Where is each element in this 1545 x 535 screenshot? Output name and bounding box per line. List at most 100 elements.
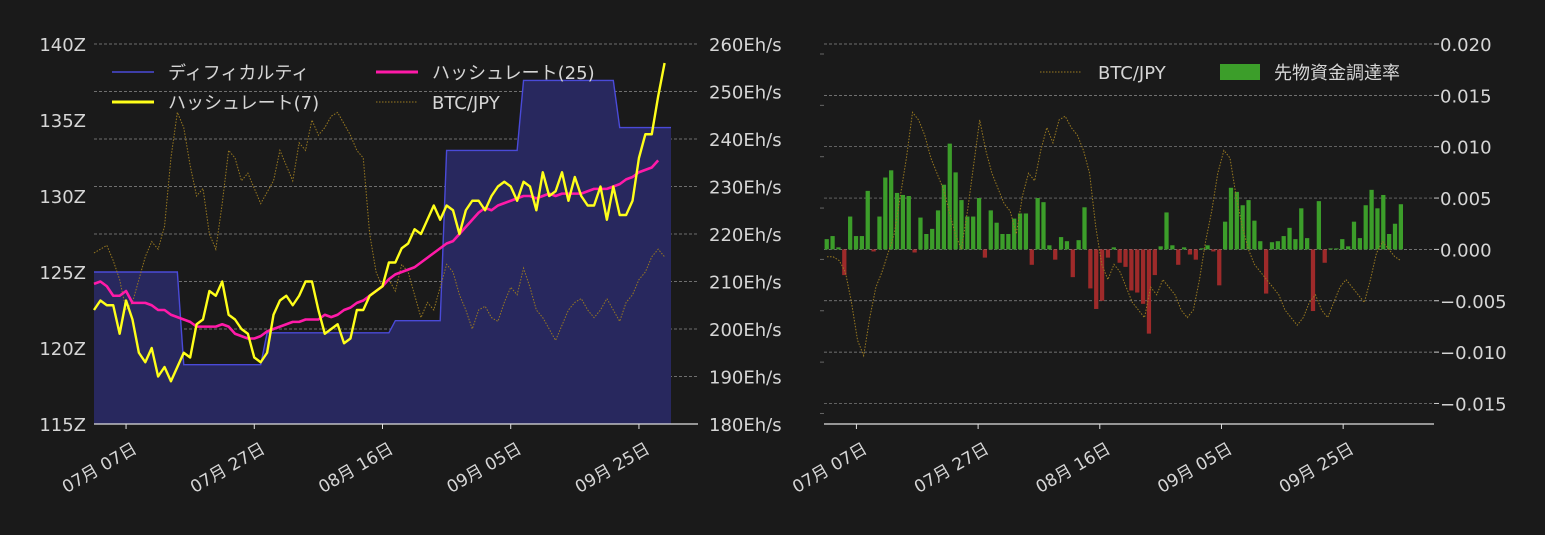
funding-rate-bar (1228, 187, 1234, 250)
funding-rate-bar (1193, 249, 1198, 260)
funding-rate-bar (1105, 249, 1111, 258)
funding-rate-bar (1322, 249, 1327, 263)
funding-rate-bar (894, 192, 900, 250)
funding-rate-bar (848, 216, 853, 250)
funding-rate-bar (1387, 234, 1392, 250)
y-right-tick-label: 200Eh/s (709, 320, 782, 341)
funding-rate-bar (930, 228, 935, 250)
legend-label: ハッシュレート(25) (432, 63, 595, 84)
legend: BTC/JPY 先物資金調達率 (1040, 63, 1400, 84)
funding-rate-bar (1064, 241, 1070, 250)
funding-rate-bar (1053, 249, 1058, 260)
y-right-tick-label: 180Eh/s (709, 415, 782, 436)
funding-rate-bar (1222, 221, 1228, 250)
funding-rate-bar (1012, 218, 1017, 250)
funding-rate-bar (1346, 246, 1351, 250)
funding-rate-bar (1340, 239, 1345, 250)
funding-rate-bar (1351, 221, 1357, 250)
funding-rate-bar (1099, 249, 1105, 301)
legend: ディフィカルティ ハッシュレート(25) ハッシュレート(7) BTC/JPY (112, 63, 595, 114)
funding-rate-bar (1316, 201, 1321, 250)
funding-rate-bar (1017, 213, 1023, 250)
y-right-tick-label: 0.005 (1440, 189, 1492, 210)
funding-rate-bar (941, 184, 947, 250)
funding-rate-bar (1047, 245, 1052, 250)
funding-rate-bar (1140, 249, 1146, 304)
funding-rate-bar (1281, 236, 1286, 250)
funding-rate-bar (947, 143, 952, 250)
y-left-tick-label: 120Z (39, 339, 86, 360)
y-right-tick-label: −0.010 (1440, 343, 1507, 364)
funding-rate-bar (971, 216, 976, 250)
funding-rate-bar (824, 239, 829, 250)
funding-rate-bar (1211, 249, 1216, 252)
funding-rate-bar (1164, 212, 1169, 250)
funding-rate-bar (830, 236, 835, 250)
difficulty-area (94, 80, 671, 424)
funding-rate-bar (1217, 249, 1222, 286)
btc-jpy-line (827, 111, 1402, 358)
funding-rate-bar (1070, 249, 1075, 278)
funding-rate-bar (1398, 204, 1403, 250)
funding-rate-bar (859, 236, 865, 250)
funding-rate-bar (1082, 207, 1087, 250)
funding-rate-bar (1381, 194, 1386, 250)
funding-rate-bar (1375, 208, 1380, 250)
funding-rate-bar (1234, 191, 1239, 250)
funding-rate-bar (1299, 208, 1304, 250)
y-left-tick-label: 140Z (39, 35, 86, 56)
funding-rate-bar (1123, 249, 1128, 267)
funding-rate-bar (994, 222, 999, 250)
y-right-tick-label: 0.010 (1440, 138, 1492, 159)
funding-rate-bar (1269, 242, 1275, 250)
funding-rate-bar (1094, 249, 1099, 309)
funding-rate-bar (1088, 249, 1093, 289)
funding-rate-bar (1170, 245, 1175, 250)
y-right-tick-label: 190Eh/s (709, 368, 782, 389)
y-right-tick-label: −0.005 (1440, 292, 1507, 313)
funding-rate-bar (988, 210, 993, 250)
y-left-tick-label: 125Z (39, 263, 86, 284)
funding-rate-bar (924, 234, 929, 250)
legend-label: ハッシュレート(7) (168, 93, 319, 114)
funding-rate-bar (1023, 213, 1029, 250)
y-right-tick-label: 220Eh/s (709, 225, 782, 246)
funding-rate-bar (1058, 237, 1064, 250)
y-right-tick-label: 230Eh/s (709, 178, 782, 199)
funding-rate-bar (1176, 249, 1181, 265)
funding-rate-bar (906, 196, 911, 250)
funding-rate-bar (900, 194, 906, 250)
funding-rate-bar (1035, 198, 1040, 250)
funding-rate-bar (1275, 241, 1280, 250)
y-right-tick-label: 0.015 (1440, 86, 1492, 107)
y-right-tick-label: 210Eh/s (709, 273, 782, 294)
y-right-tick-label: 0.020 (1440, 35, 1492, 56)
y-right-tick-label: 240Eh/s (709, 130, 782, 151)
funding-rate-bar (1263, 249, 1269, 294)
funding-rate-bar (965, 216, 970, 250)
funding-rate-bar (1029, 249, 1034, 265)
funding-rate-bar (935, 210, 941, 250)
funding-rate-bar (1199, 248, 1204, 250)
funding-rate-bar (953, 172, 958, 250)
funding-rate-bar (1000, 234, 1005, 250)
funding-rate-bar (1076, 240, 1081, 250)
difficulty-line (94, 79, 671, 366)
funding-rate-bar (1310, 249, 1316, 312)
funding-rate-bar (1363, 205, 1368, 250)
hashrate-7-line (93, 62, 666, 383)
funding-rate-bar (1328, 248, 1333, 250)
funding-rate-bar (871, 249, 876, 252)
funding-rate-bar (1287, 227, 1292, 250)
y-right-tick-label: 260Eh/s (709, 35, 782, 56)
funding-rate-bar (883, 177, 888, 250)
legend-swatch (1220, 64, 1260, 80)
funding-rate-bar (889, 170, 894, 250)
funding-rate-bar (982, 249, 988, 258)
funding-rate-bar (1135, 249, 1140, 293)
y-left-tick-label: 135Z (39, 111, 86, 132)
funding-rate-bar (842, 249, 847, 276)
funding-rate-bar (1392, 223, 1398, 250)
funding-rate-bar (865, 190, 870, 250)
funding-rate-bar (1369, 189, 1374, 250)
